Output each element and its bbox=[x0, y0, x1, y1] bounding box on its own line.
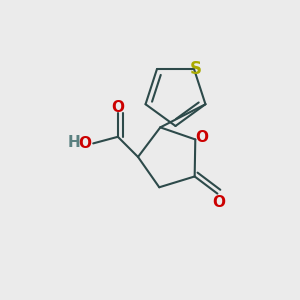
Text: O: O bbox=[79, 136, 92, 151]
Text: O: O bbox=[195, 130, 208, 146]
Text: H: H bbox=[68, 135, 81, 150]
Text: S: S bbox=[190, 60, 202, 78]
Text: O: O bbox=[111, 100, 124, 115]
Text: O: O bbox=[212, 195, 225, 210]
